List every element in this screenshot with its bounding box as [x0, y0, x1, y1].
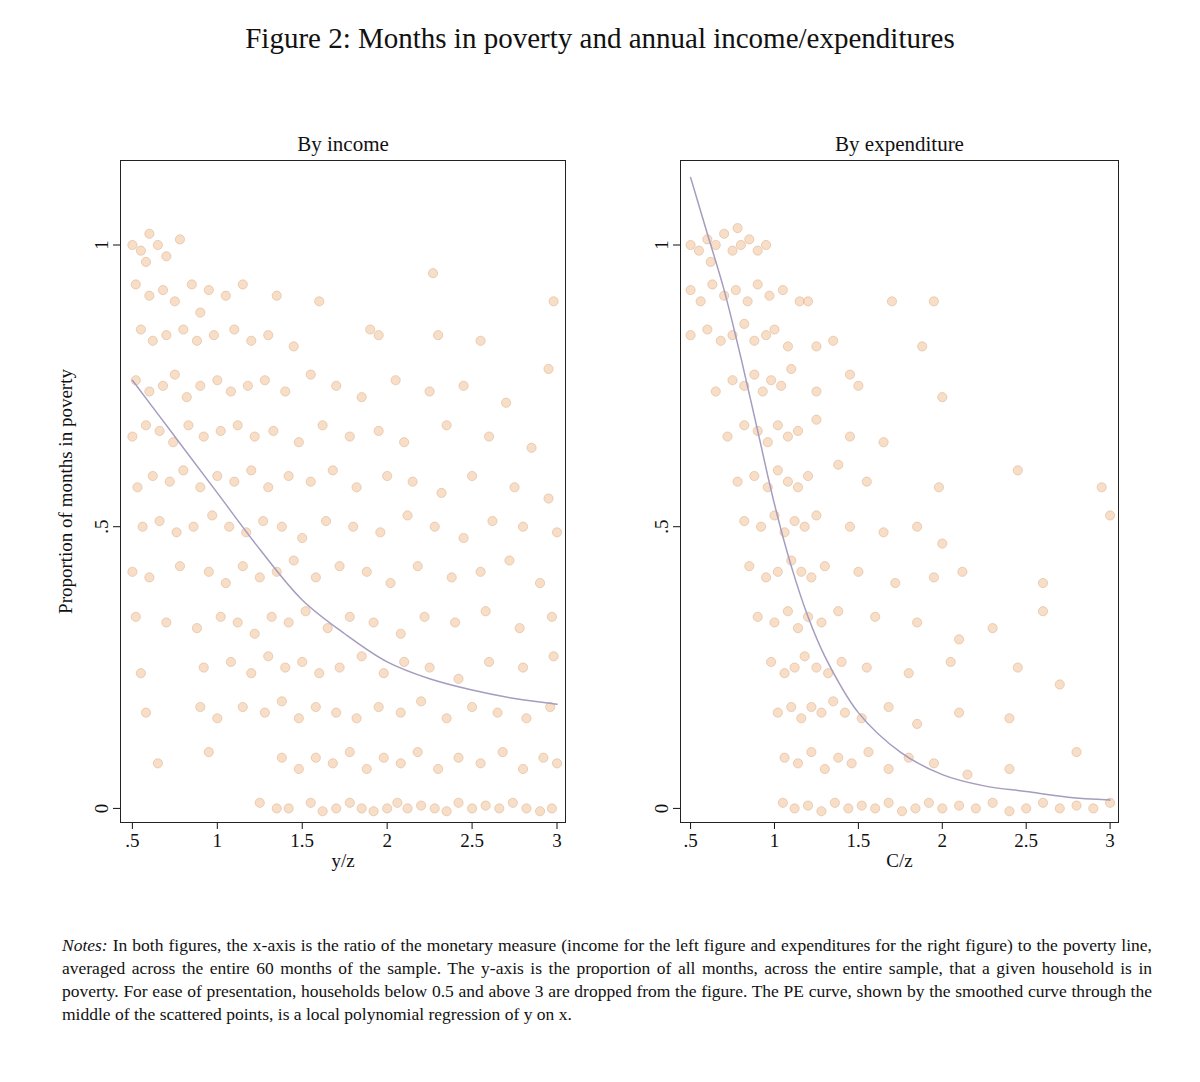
svg-text:2.5: 2.5 [460, 830, 484, 851]
svg-text:1: 1 [651, 240, 672, 250]
svg-text:y/z: y/z [331, 850, 354, 871]
svg-text:3: 3 [552, 830, 562, 851]
svg-text:.5: .5 [125, 830, 139, 851]
svg-text:2: 2 [938, 830, 948, 851]
svg-text:0: 0 [91, 804, 112, 814]
svg-text:1: 1 [770, 830, 780, 851]
svg-text:.5: .5 [651, 520, 672, 534]
svg-text:2: 2 [382, 830, 392, 851]
svg-text:0: 0 [651, 804, 672, 814]
svg-text:By expenditure: By expenditure [835, 132, 964, 156]
html-text:Figure 2: Months in poverty an: Figure 2: Months in poverty and annual i… [245, 22, 955, 54]
svg-text:.5: .5 [91, 520, 112, 534]
svg-text:1: 1 [91, 240, 112, 250]
svg-text:2.5: 2.5 [1014, 830, 1038, 851]
svg-text:3: 3 [1105, 830, 1115, 851]
svg-text:1: 1 [213, 830, 223, 851]
svg-text:Proportion of months in povert: Proportion of months in poverty [55, 369, 76, 614]
svg-text:.5: .5 [683, 830, 697, 851]
svg-text:By income: By income [297, 132, 389, 156]
svg-text:1.5: 1.5 [847, 830, 871, 851]
svg-text:1.5: 1.5 [290, 830, 314, 851]
html-text:Notes: In both figures, the x-: Notes: In both figures, the x-axis is th… [62, 935, 1152, 1025]
svg-text:C/z: C/z [886, 850, 912, 871]
